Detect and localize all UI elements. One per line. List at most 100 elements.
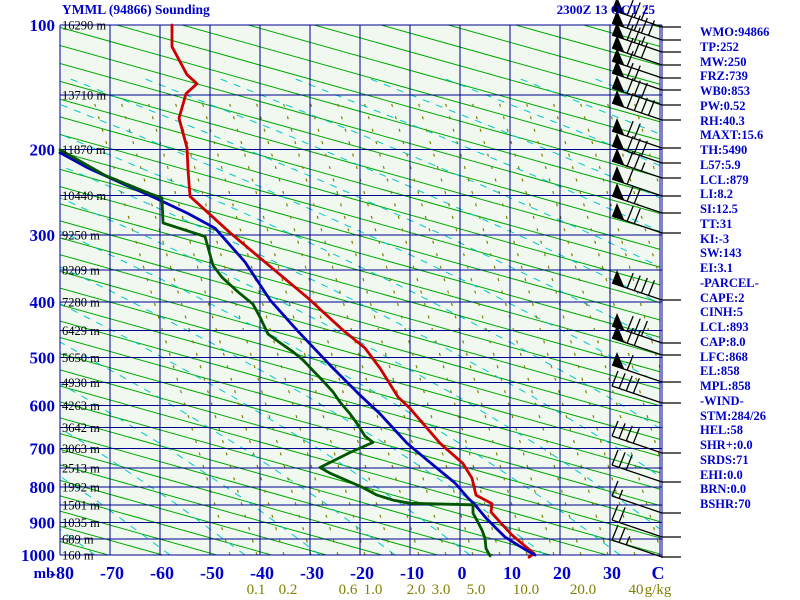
- index-line: MAXT:15.6: [700, 128, 764, 143]
- dewpoint-curve: [58, 148, 492, 558]
- pressure-tick-label: 1000: [21, 546, 55, 565]
- mixing-ratio-unit-label: g/kg: [645, 582, 672, 598]
- index-line: BSHR:70: [700, 497, 751, 511]
- temperature-tick-label: -40: [250, 563, 274, 583]
- wind-barb: [611, 75, 681, 106]
- height-label: 8209 m: [62, 264, 100, 278]
- wind-barb: [611, 420, 681, 454]
- wind-barb: [611, 90, 681, 121]
- index-line: TH:5490: [700, 143, 748, 157]
- wind-barb: [611, 0, 681, 28]
- wind-barb: [611, 504, 681, 538]
- pressure-tick-label: 200: [30, 141, 56, 160]
- index-line: RH:40.3: [700, 113, 745, 128]
- wind-barb: [611, 183, 681, 214]
- wet_bulb-curve: [58, 151, 537, 557]
- mixing-ratio-label: 3.0: [432, 582, 451, 598]
- index-line: EHI:0.0: [700, 467, 743, 482]
- wind-barb: [611, 60, 681, 91]
- height-label: 1992 m: [62, 481, 100, 495]
- index-line: LI:8.2: [700, 187, 733, 202]
- pressure-tick-label: 500: [30, 348, 56, 367]
- mixing-ratio-label: 20.0: [570, 582, 596, 598]
- index-line: -WIND-: [700, 393, 744, 408]
- index-line: LCL:893: [700, 320, 749, 334]
- wind-barb: [611, 203, 681, 234]
- temperature-curve: [170, 23, 536, 559]
- pressure-unit-label: mb: [34, 566, 55, 582]
- index-line: TT:31: [700, 216, 733, 231]
- index-line: L57:5.9: [700, 157, 741, 172]
- height-label: 1501 m: [62, 499, 100, 513]
- wind-barb: [611, 270, 681, 301]
- index-line: LFC:868: [700, 349, 748, 364]
- wind-barb: [611, 352, 681, 383]
- height-label: 6429 m: [62, 324, 100, 338]
- height-label: 160 m: [62, 549, 94, 563]
- height-label: 7280 m: [62, 295, 100, 309]
- height-label: 2513 m: [62, 462, 100, 476]
- wind-barb: [611, 148, 681, 179]
- wind-barb: [611, 524, 681, 558]
- temperature-tick-label: 10: [503, 563, 521, 583]
- height-label: 4263 m: [62, 399, 100, 413]
- index-line: EI:3.1: [700, 261, 733, 275]
- index-line: HEL:58: [700, 423, 744, 438]
- wind-barb: [611, 48, 681, 79]
- index-line: CAPE:2: [700, 290, 745, 305]
- wind-barb: [611, 325, 681, 356]
- pressure-tick-label: 100: [30, 16, 56, 35]
- pressure-tick-label: 400: [30, 293, 56, 312]
- temperature-tick-label: -30: [300, 563, 324, 583]
- index-line: CINH:5: [700, 305, 744, 320]
- mixing-ratio-label: 5.0: [467, 582, 486, 598]
- index-line: SHR+:0.0: [700, 438, 753, 452]
- index-line: MW:250: [700, 54, 747, 69]
- index-line: WB0:853: [700, 84, 750, 98]
- wind-barb: [611, 370, 681, 404]
- index-line: CAP:8.0: [700, 334, 746, 349]
- height-label: 1035 m: [62, 516, 100, 530]
- wind-barb: [611, 449, 681, 483]
- temperature-tick-label: -20: [350, 563, 374, 583]
- wind-barb: [611, 22, 681, 53]
- height-label: 5650 m: [62, 351, 100, 365]
- height-label: 16290 m: [62, 19, 106, 33]
- index-line: SRDS:71: [700, 452, 749, 467]
- wind-barb: [611, 480, 681, 514]
- height-label: 4930 m: [62, 376, 100, 390]
- temperature-unit-label: C: [652, 563, 665, 583]
- mixing-ratio-label: 2.0: [407, 582, 426, 598]
- index-line: BRN:0.0: [700, 482, 747, 497]
- wind-barb: [611, 166, 681, 197]
- mixing-ratio-label: 0.6: [339, 582, 358, 598]
- height-label: 11870 m: [62, 143, 106, 157]
- height-label: 3063 m: [62, 442, 100, 456]
- index-line: STM:284/26: [700, 408, 766, 423]
- wind-barb: [611, 10, 681, 41]
- index-line: -PARCEL-: [700, 275, 759, 290]
- temperature-tick-label: 0: [458, 563, 467, 583]
- index-line: WMO:94866: [700, 25, 770, 39]
- height-label: 689 m: [62, 533, 94, 547]
- temperature-tick-label: -60: [150, 563, 174, 583]
- temperature-tick-label: -70: [100, 563, 124, 583]
- mixing-ratio-label: 0.2: [279, 582, 298, 598]
- index-line: KI:-3: [700, 231, 730, 246]
- index-line: SI:12.5: [700, 202, 738, 216]
- chart-title: YMML (94866) Sounding: [62, 2, 210, 17]
- pressure-tick-label: 600: [30, 397, 56, 416]
- height-label: 13710 m: [62, 88, 106, 102]
- temperature-tick-label: 20: [553, 563, 571, 583]
- pressure-tick-label: 900: [30, 513, 56, 532]
- index-line: MPL:858: [700, 379, 751, 393]
- pressure-tick-label: 300: [30, 226, 56, 245]
- mixing-ratio-label: 40: [629, 582, 644, 598]
- wind-barb-column: [611, 0, 681, 558]
- index-line: EL:858: [700, 364, 740, 379]
- index-line: LCL:879: [700, 172, 749, 187]
- indices-panel: WMO:94866 TP:252 MW:250 FRZ:739 WB0:853 PW:0.…: [700, 25, 798, 512]
- temperature-tick-label: -10: [400, 563, 424, 583]
- wind-barb: [611, 313, 681, 344]
